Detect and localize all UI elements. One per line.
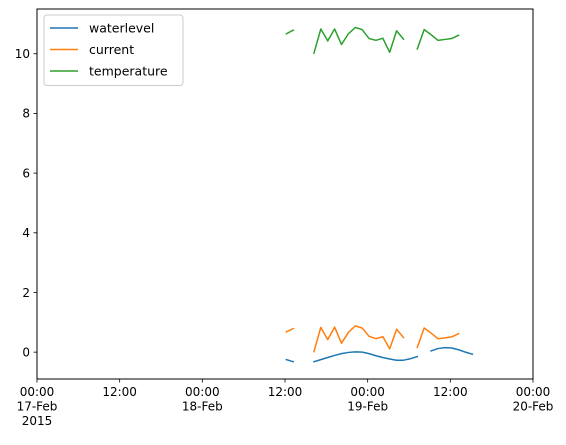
x-tick-label-line: 18-Feb [182,400,223,414]
legend-label-waterlevel: waterlevel [89,21,154,36]
y-tick-label: 8 [22,107,30,121]
x-tick-label-line: 00:00 [516,385,551,399]
x-tick-label-line: 00:00 [350,385,385,399]
series-waterlevel [285,346,474,363]
series-line-waterlevel-segment-2 [312,351,419,363]
x-tick-label-line: 00:00 [20,385,55,399]
legend-box [43,14,184,86]
x-tick-label: 12:00 [102,385,137,399]
x-tick-label-line: 2015 [22,414,53,428]
x-tick-label-line: 12:00 [102,385,137,399]
series-line-current-segment-1 [285,327,295,333]
series-line-current-segment-3 [416,327,460,349]
legend: waterlevel current temperature [43,14,184,86]
series-line-current-segment-2 [313,325,405,353]
series-line-temperature-segment-1 [285,29,295,35]
series-temperature [285,26,460,55]
y-tick-label: 10 [15,47,30,61]
series-line-waterlevel-segment-1 [285,358,295,363]
y-tick-label: 2 [22,286,30,300]
x-tick-label-line: 12:00 [433,385,468,399]
x-tick-label: 00:00 20-Feb [513,385,554,414]
x-tick-label-line: 19-Feb [347,400,388,414]
x-tick-label: 00:00 19-Feb [347,385,388,414]
x-tick-label-line: 17-Feb [17,400,58,414]
series-line-waterlevel-segment-3 [430,346,474,356]
x-tick-label-line: 20-Feb [513,400,554,414]
x-tick-label-line: 00:00 [185,385,220,399]
x-tick-label: 00:00 17-Feb 2015 [17,385,58,428]
x-tick-label-line: 12:00 [268,385,303,399]
y-tick-label: 0 [22,345,30,359]
legend-label-current: current [89,42,134,57]
series-line-temperature-segment-3 [416,28,460,50]
series-layer [285,26,474,363]
series-line-temperature-segment-2 [313,26,405,55]
y-tick-label: 4 [22,226,30,240]
x-tick-label: 12:00 [433,385,468,399]
legend-label-temperature: temperature [89,64,168,79]
x-tick-label: 00:00 18-Feb [182,385,223,414]
y-tick-label: 6 [22,166,30,180]
x-tick-label: 12:00 [268,385,303,399]
series-current [285,325,460,353]
